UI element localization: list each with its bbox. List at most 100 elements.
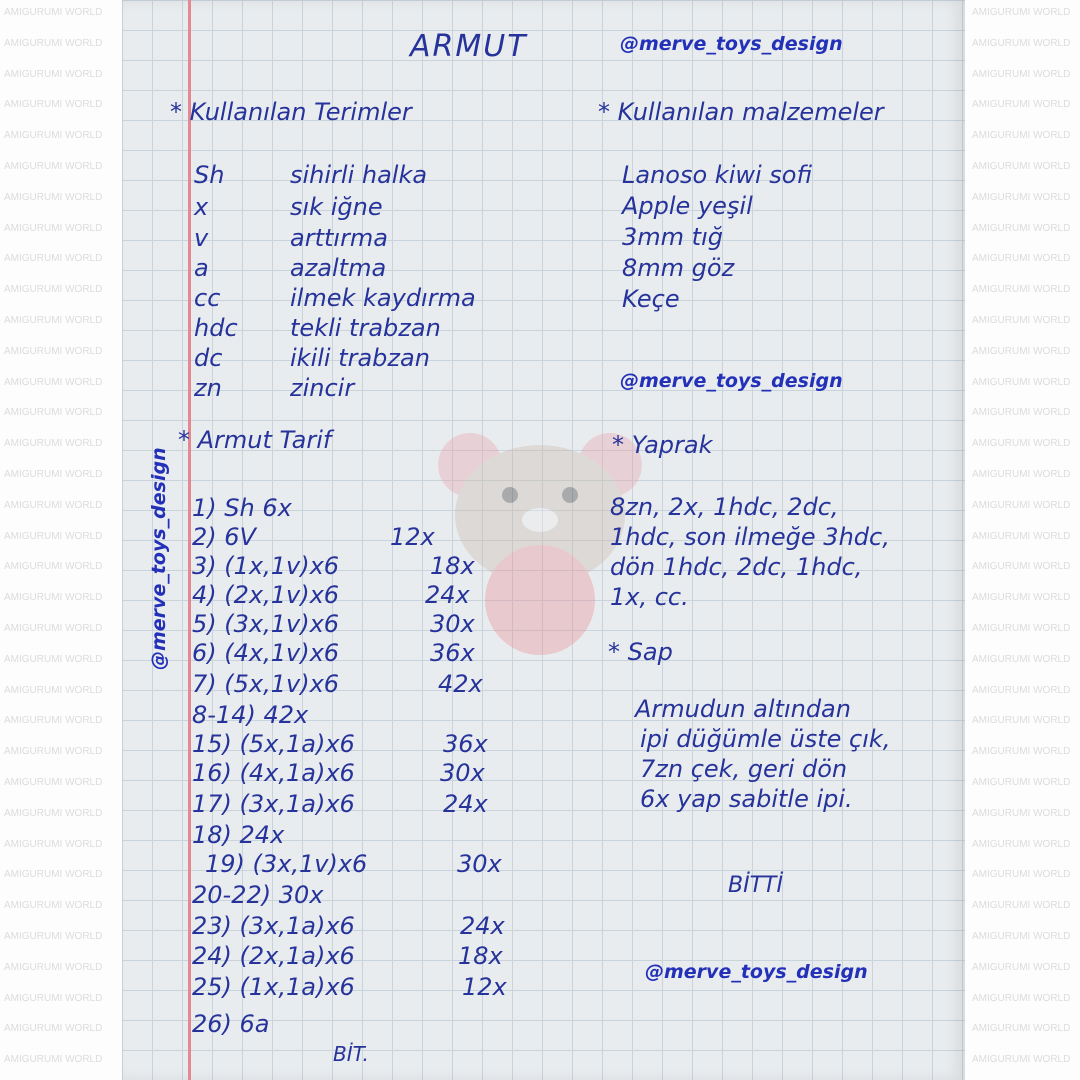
- handle-middle: @merve_toys_design: [620, 370, 843, 392]
- recipe-step: 23) (3x,1a)x6: [192, 912, 355, 940]
- material-item: 8mm göz: [622, 254, 735, 282]
- recipe-step: 8-14) 42x: [192, 701, 309, 729]
- watermark-text: AMIGURUMI WORLD: [4, 746, 103, 758]
- watermark-text: AMIGURUMI WORLD: [972, 376, 1071, 388]
- term-abbr: a: [194, 254, 209, 282]
- watermark-text: AMIGURUMI WORLD: [4, 253, 103, 265]
- term-meaning: tekli trabzan: [290, 314, 441, 342]
- watermark-text: AMIGURUMI WORLD: [972, 284, 1071, 296]
- recipe-stitch-count: 24x: [460, 912, 505, 940]
- recipe-step: 20-22) 30x: [192, 881, 324, 909]
- leaf-line: 1x, cc.: [610, 583, 689, 611]
- recipe-step: 1) Sh 6x: [192, 494, 292, 522]
- term-abbr: dc: [194, 344, 223, 372]
- recipe-stitch-count: 18x: [458, 942, 503, 970]
- recipe-step: 24) (2x,1a)x6: [192, 942, 355, 970]
- watermark-text: AMIGURUMI WORLD: [972, 315, 1071, 326]
- watermark-text: AMIGURUMI WORLD: [4, 1054, 103, 1066]
- watermark-text: AMIGURUMI WORLD: [972, 900, 1071, 912]
- margin-line: [188, 0, 191, 1080]
- recipe-stitch-count: 30x: [457, 850, 502, 878]
- material-item: 3mm tığ: [622, 223, 723, 251]
- term-abbr: x: [194, 193, 209, 221]
- bear-watermark-icon: [438, 433, 642, 655]
- watermark-text: AMIGURUMI WORLD: [4, 130, 103, 142]
- watermark-text: AMIGURUMI WORLD: [4, 315, 103, 326]
- recipe-stitch-count: 30x: [440, 759, 485, 787]
- recipe-step: 6) (4x,1v)x6: [192, 639, 340, 667]
- recipe-heading: * Armut Tarif: [178, 426, 332, 454]
- watermark-text: AMIGURUMI WORLD: [972, 345, 1071, 357]
- term-meaning: ikili trabzan: [290, 344, 430, 372]
- recipe-stitch-count: 12x: [462, 973, 507, 1001]
- recipe-stitch-count: 36x: [443, 730, 488, 758]
- stem-line: 6x yap sabitle ipi.: [640, 785, 853, 813]
- recipe-step: 19) (3x,1v)x6: [205, 850, 368, 878]
- watermark-text: AMIGURUMI WORLD: [4, 438, 103, 450]
- term-meaning: arttırma: [290, 224, 389, 252]
- handle-vertical: @merve_toys_design: [148, 447, 170, 670]
- recipe-stitch-count: 36x: [430, 639, 475, 667]
- stem-line: ipi düğümle üste çık,: [640, 725, 891, 753]
- recipe-end: BİT.: [333, 1042, 369, 1066]
- watermark-text: AMIGURUMI WORLD: [972, 777, 1071, 788]
- term-abbr: v: [194, 224, 209, 252]
- leaf-line: 1hdc, son ilmeğe 3hdc,: [610, 523, 890, 551]
- stem-heading: * Sap: [608, 638, 673, 666]
- watermark-text: AMIGURUMI WORLD: [4, 931, 103, 942]
- term-abbr: Sh: [194, 161, 225, 189]
- watermark-text: AMIGURUMI WORLD: [972, 592, 1071, 604]
- watermark-text: AMIGURUMI WORLD: [972, 561, 1071, 573]
- recipe-step: 26) 6a: [192, 1010, 270, 1038]
- material-item: Lanoso kiwi sofi: [622, 161, 812, 189]
- watermark-text: AMIGURUMI WORLD: [4, 407, 103, 419]
- recipe-step: 16) (4x,1a)x6: [192, 759, 355, 787]
- watermark-text: AMIGURUMI WORLD: [972, 222, 1071, 234]
- watermark-text: AMIGURUMI WORLD: [4, 900, 103, 912]
- stem-line: 7zn çek, geri dön: [640, 755, 848, 783]
- recipe-stitch-count: 18x: [430, 552, 475, 580]
- watermark-text: AMIGURUMI WORLD: [4, 68, 103, 80]
- watermark-text: AMIGURUMI WORLD: [972, 438, 1071, 450]
- recipe-step: 15) (5x,1a)x6: [192, 730, 355, 758]
- watermark-text: AMIGURUMI WORLD: [4, 715, 103, 727]
- watermark-text: AMIGURUMI WORLD: [4, 469, 103, 480]
- term-abbr: cc: [194, 284, 221, 312]
- watermark-text: AMIGURUMI WORLD: [972, 653, 1071, 665]
- leaf-heading: * Yaprak: [612, 431, 713, 459]
- watermark-text: AMIGURUMI WORLD: [4, 222, 103, 234]
- watermark-text: AMIGURUMI WORLD: [4, 1023, 103, 1035]
- term-abbr: zn: [194, 374, 222, 402]
- recipe-stitch-count: 12x: [390, 523, 435, 551]
- watermark-text: AMIGURUMI WORLD: [4, 530, 103, 542]
- watermark-text: AMIGURUMI WORLD: [4, 376, 103, 388]
- watermark-text: AMIGURUMI WORLD: [972, 807, 1071, 819]
- watermark-text: AMIGURUMI WORLD: [972, 469, 1071, 480]
- recipe-step: 17) (3x,1a)x6: [192, 790, 355, 818]
- recipe-step: 25) (1x,1a)x6: [192, 973, 355, 1001]
- watermark-text: AMIGURUMI WORLD: [972, 992, 1071, 1004]
- recipe-stitch-count: 30x: [430, 610, 475, 638]
- watermark-text: AMIGURUMI WORLD: [972, 684, 1071, 696]
- watermark-text: AMIGURUMI WORLD: [4, 499, 103, 511]
- term-meaning: azaltma: [290, 254, 387, 282]
- stem-line: Armudun altından: [635, 695, 851, 723]
- page-title: ARMUT: [410, 29, 528, 64]
- watermark-text: AMIGURUMI WORLD: [972, 961, 1071, 973]
- watermark-text: AMIGURUMI WORLD: [972, 407, 1071, 419]
- recipe-step: 3) (1x,1v)x6: [192, 552, 340, 580]
- watermark-text: AMIGURUMI WORLD: [4, 161, 103, 172]
- term-meaning: sık iğne: [290, 193, 383, 221]
- watermark-text: AMIGURUMI WORLD: [4, 561, 103, 573]
- watermark-text: AMIGURUMI WORLD: [972, 1054, 1071, 1066]
- handle-top: @merve_toys_design: [620, 33, 843, 55]
- term-meaning: ilmek kaydırma: [290, 284, 476, 312]
- watermark-text: AMIGURUMI WORLD: [972, 530, 1071, 542]
- recipe-step: 18) 24x: [192, 821, 285, 849]
- watermark-text: AMIGURUMI WORLD: [4, 838, 103, 850]
- handle-bottom: @merve_toys_design: [645, 961, 868, 983]
- watermark-text: AMIGURUMI WORLD: [4, 684, 103, 696]
- terms-heading: * Kullanılan Terimler: [170, 98, 412, 126]
- watermark-text: AMIGURUMI WORLD: [972, 715, 1071, 727]
- leaf-line: dön 1hdc, 2dc, 1hdc,: [610, 553, 863, 581]
